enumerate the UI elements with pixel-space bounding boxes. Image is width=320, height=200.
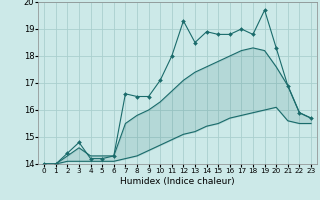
X-axis label: Humidex (Indice chaleur): Humidex (Indice chaleur) (120, 177, 235, 186)
